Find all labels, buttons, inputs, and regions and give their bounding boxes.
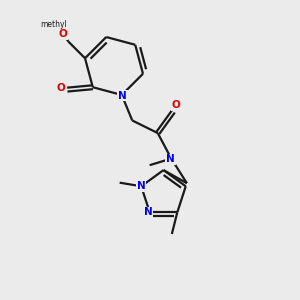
Text: O: O [171,100,180,110]
Text: N: N [137,181,146,191]
Text: N: N [166,154,175,164]
Text: methyl: methyl [40,20,67,29]
Text: N: N [118,91,127,100]
Text: N: N [144,207,153,218]
Text: O: O [56,83,65,93]
Text: O: O [59,29,68,39]
